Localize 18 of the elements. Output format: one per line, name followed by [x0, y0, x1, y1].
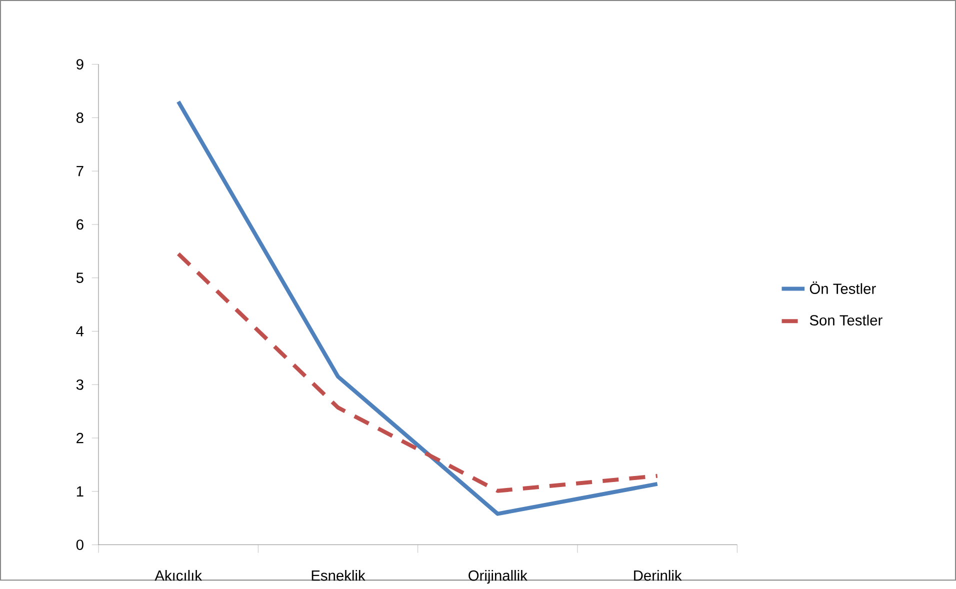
line-series	[176, 100, 660, 516]
x-tick-label: Esneklik	[312, 570, 366, 581]
y-tick-label: 1	[76, 486, 84, 497]
y-tick-label: 6	[76, 219, 84, 230]
legend-label: Son Testler	[810, 314, 882, 326]
y-tick-label: 3	[76, 380, 84, 390]
y-tick-label: 4	[76, 326, 84, 337]
line-series	[176, 252, 660, 494]
y-tick-label: 2	[76, 433, 84, 444]
x-tick-label: Akıcılık	[154, 570, 202, 581]
y-tick-label: 5	[76, 272, 84, 284]
y-tick-label: 8	[76, 112, 84, 124]
y-tick-label: 7	[76, 166, 84, 176]
legend-label: Ön Testler	[810, 282, 876, 294]
y-tick-label: 0	[76, 540, 84, 550]
y-tick-label: 9	[76, 59, 84, 70]
x-tick-label: Orijinallik	[468, 570, 528, 584]
x-tick-label: Derinlik	[634, 570, 682, 581]
